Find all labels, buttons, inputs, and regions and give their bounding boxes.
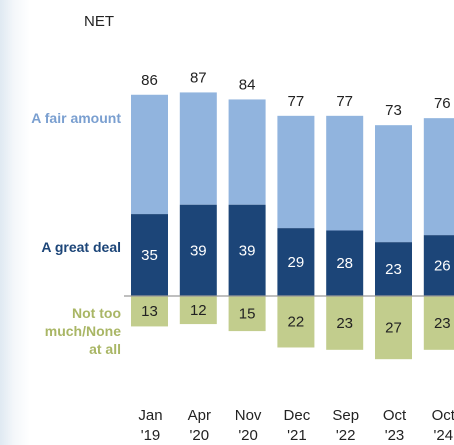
net-labels: 86 87 84 77 77 73 76 NET [84, 13, 451, 119]
bars [131, 92, 454, 360]
bar-great-deal [277, 228, 315, 296]
x-tick-label: Nov '20 [235, 407, 262, 444]
bar-fair-amount [179, 92, 217, 205]
bar-great-deal [179, 204, 217, 296]
bar-fair-amount [277, 115, 315, 229]
bar-not-too-much [375, 296, 412, 360]
bar-fair-amount [375, 125, 412, 243]
row-label-great-deal: A great deal [41, 239, 121, 255]
x-axis: Jan '19 Apr '20 Nov '20 Dec '21 Sep '22 Oct '23 Oct '… [124, 295, 454, 444]
label-great-deal: 39 [190, 242, 207, 259]
bar-not-too-much [228, 296, 266, 332]
bar-fair-amount [326, 115, 364, 231]
row-label-not-too-much: Not too much/None at all [45, 305, 121, 357]
x-tick-label: Apr '20 [188, 407, 211, 444]
net-header: NET [84, 13, 114, 30]
bar-not-too-much [423, 296, 454, 350]
label-great-deal: 23 [385, 261, 402, 278]
x-tick-label: Sep '22 [332, 407, 359, 444]
x-tick-label: Jan '19 [138, 407, 162, 444]
label-not-too-much: 13 [141, 303, 158, 320]
bar-great-deal [228, 204, 266, 296]
value-labels: 35 13 39 12 39 15 29 22 28 23 23 27 26 23 [141, 242, 450, 336]
label-not-too-much: 12 [190, 302, 207, 319]
label-not-too-much: 22 [288, 314, 305, 331]
net-value: 77 [336, 93, 353, 110]
label-not-too-much: 15 [239, 306, 256, 323]
bar-not-too-much [277, 296, 315, 348]
label-great-deal: 35 [141, 247, 158, 264]
label-not-too-much: 23 [336, 315, 353, 332]
label-great-deal: 39 [239, 242, 256, 259]
label-great-deal: 28 [336, 255, 353, 272]
label-not-too-much: 23 [434, 315, 451, 332]
row-label-fair-amount: A fair amount [31, 110, 121, 126]
label-great-deal: 26 [434, 258, 451, 275]
bar-great-deal [131, 214, 168, 296]
net-value: 73 [385, 102, 402, 119]
bar-fair-amount [131, 94, 168, 215]
bar-not-too-much [131, 296, 168, 327]
net-value: 76 [434, 95, 451, 112]
bar-not-too-much [179, 296, 217, 325]
net-value: 86 [141, 72, 158, 89]
label-great-deal: 29 [288, 254, 305, 271]
bar-great-deal [326, 230, 364, 296]
x-tick-label: Oct '24 [432, 407, 454, 444]
net-value: 87 [190, 69, 207, 86]
net-value: 77 [288, 93, 305, 110]
label-not-too-much: 27 [385, 320, 402, 337]
x-tick-label: Dec '21 [284, 407, 311, 444]
bar-fair-amount [228, 99, 266, 205]
bar-great-deal [375, 242, 412, 296]
bar-fair-amount [423, 118, 454, 236]
x-tick-label: Oct '23 [383, 407, 407, 444]
bar-not-too-much [326, 296, 364, 350]
bar-great-deal [423, 235, 454, 296]
row-labels: A fair amount A great deal Not too much/Non… [31, 110, 121, 357]
net-value: 84 [239, 76, 256, 93]
